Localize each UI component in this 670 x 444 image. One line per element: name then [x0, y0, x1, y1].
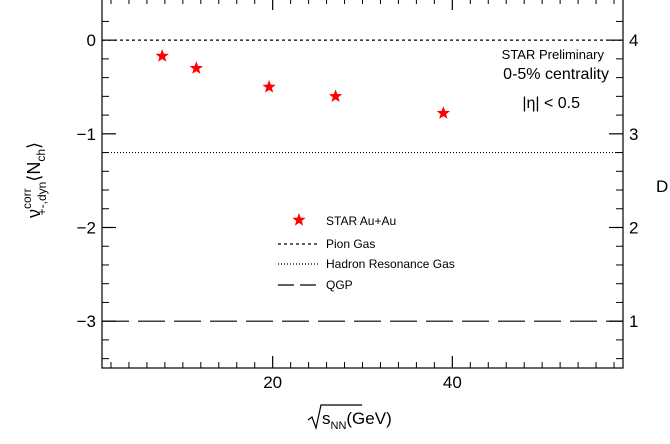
y-axis-title: νcorr+-,dyn⟨Nch⟩	[20, 142, 49, 218]
legend-entry-star-au-au: STAR Au+Au	[326, 214, 396, 228]
centrality-label: 0-5% centrality	[503, 66, 609, 83]
right-tick-label: 1	[629, 312, 638, 331]
svg-text:sNN(GeV): sNN(GeV)	[322, 409, 392, 432]
y-axis-title-lang: ⟨	[24, 175, 44, 182]
preliminary-label: STAR Preliminary	[502, 47, 605, 62]
x-tick-label: 20	[263, 373, 282, 392]
legend-entry-hadron-resonance-gas: Hadron Resonance Gas	[326, 257, 455, 271]
y-tick-label: −3	[77, 312, 96, 331]
major-ticks	[102, 0, 623, 368]
y-axis-title-n: N	[24, 162, 44, 175]
eta-cut-label: |η| < 0.5	[522, 95, 580, 112]
svg-text:νcorr+-,dyn⟨Nch⟩: νcorr+-,dyn⟨Nch⟩	[20, 142, 49, 218]
legend-entry-pion-gas: Pion Gas	[326, 237, 375, 251]
x-tick-label: 40	[443, 373, 462, 392]
y-axis-title-sub: +-,dyn	[35, 182, 49, 216]
data-points	[155, 49, 450, 119]
right-tick-label: 4	[629, 31, 638, 50]
legend-entry-qgp: QGP	[326, 278, 353, 292]
data-point-star	[189, 61, 203, 74]
minor-ticks	[102, 0, 623, 368]
y-axis-title-sup: corr	[20, 188, 34, 209]
y-tick-label: −1	[77, 125, 96, 144]
y-axis-title-rang: ⟩	[24, 142, 44, 149]
right-tick-label: 2	[629, 218, 638, 237]
y-axis-title-nu: ν	[24, 209, 44, 218]
data-point-star	[262, 79, 276, 93]
right-tick-label: 3	[629, 125, 638, 144]
tick-labels: 20 40 −3 −2 −1 0 1 2 3 4	[77, 31, 639, 392]
x-axis-title-sub: NN	[331, 420, 347, 432]
right-axis-title: D	[656, 177, 668, 196]
legend-star-marker	[292, 213, 306, 226]
data-point-star	[155, 49, 169, 62]
data-point-star	[436, 106, 450, 119]
sqrt-symbol	[307, 404, 362, 431]
x-axis-title-main: s	[322, 409, 331, 428]
y-axis-title-nsub: ch	[34, 149, 48, 162]
y-tick-label: −2	[77, 218, 96, 237]
x-axis-title-unit: (GeV)	[346, 409, 391, 428]
y-tick-label: 0	[87, 31, 96, 50]
reference-lines	[102, 39, 623, 322]
data-point-star	[328, 89, 343, 103]
x-axis-title: sNN(GeV)	[307, 404, 392, 432]
legend: STAR Au+Au Pion Gas Hadron Resonance Gas…	[278, 213, 455, 292]
